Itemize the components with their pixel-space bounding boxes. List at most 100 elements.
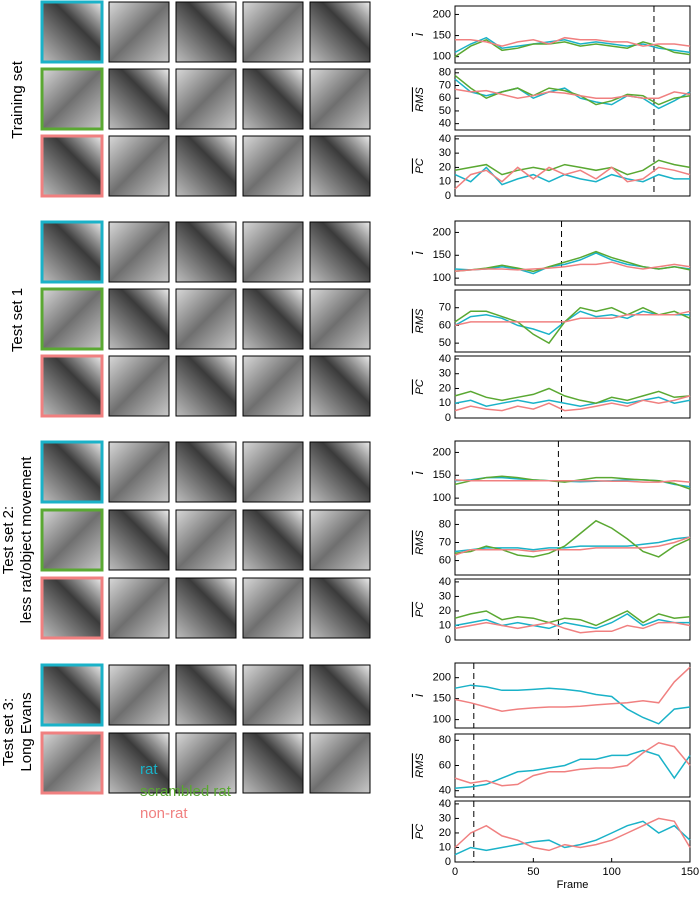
series-line [454, 166, 691, 190]
series-line [454, 159, 691, 176]
y-tick-label: 20 [439, 161, 451, 173]
thumbnail [242, 68, 304, 130]
y-axis-label: RMS [414, 308, 426, 333]
series-line [454, 306, 691, 345]
y-tick-label: 150 [433, 469, 451, 481]
plot-frame [454, 355, 691, 419]
series-line [454, 621, 691, 634]
thumbnail [242, 664, 304, 726]
y-axis-label: I [414, 694, 426, 697]
y-axis-label: I [414, 471, 426, 474]
series-line [454, 252, 691, 275]
series-line [454, 479, 691, 483]
thumbnail [175, 135, 237, 197]
thumbnail [108, 509, 170, 571]
thumbnail [309, 1, 371, 63]
y-tick-label: 200 [433, 446, 451, 458]
legend-label: rat [140, 761, 158, 778]
y-tick-label: 80 [439, 67, 451, 79]
thumbnail [175, 732, 237, 794]
thumbnail [175, 1, 237, 63]
series-line [454, 36, 691, 54]
thumbnail [40, 440, 104, 504]
thumbnail [242, 221, 304, 283]
y-tick-label: 40 [439, 353, 451, 365]
thumbnail [175, 221, 237, 283]
y-tick-label: 200 [433, 226, 451, 238]
thumbnail [108, 577, 170, 639]
thumbnail [108, 732, 170, 794]
group-label: less rat/object movement [18, 456, 35, 624]
y-tick-label: 0 [445, 856, 451, 868]
y-tick-label: 60 [439, 92, 451, 104]
thumbnail [309, 68, 371, 130]
thumbnail [175, 577, 237, 639]
y-axis-label: RMS [414, 530, 426, 555]
thumbnail [309, 441, 371, 503]
y-tick-label: 10 [439, 841, 451, 853]
y-axis-label: PC [414, 824, 426, 839]
thumbnail [242, 288, 304, 350]
y-tick-label: 100 [433, 492, 451, 504]
y-tick-label: 60 [439, 759, 451, 771]
plot-frame [454, 733, 691, 798]
thumbnail [309, 732, 371, 794]
plot-frame [454, 135, 691, 197]
thumbnail [108, 68, 170, 130]
thumbnail [309, 355, 371, 417]
y-tick-label: 80 [439, 734, 451, 746]
y-tick-label: 30 [439, 368, 451, 380]
series-line [454, 310, 691, 327]
thumbnail [242, 1, 304, 63]
series-line [454, 387, 691, 404]
thumbnail [108, 1, 170, 63]
series-line [455, 36, 691, 47]
y-tick-label: 30 [439, 147, 451, 159]
thumbnail [175, 355, 237, 417]
y-tick-label: 20 [439, 827, 451, 839]
series-line [454, 74, 691, 106]
y-tick-label: 150 [433, 249, 451, 261]
thumbnail [175, 288, 237, 350]
y-tick-label: 150 [433, 693, 451, 705]
y-tick-label: 40 [439, 576, 451, 588]
y-tick-label: 80 [439, 518, 451, 530]
thumbnail [242, 441, 304, 503]
y-tick-label: 150 [433, 29, 451, 41]
thumbnail [40, 354, 104, 418]
series-line [454, 610, 691, 627]
plot-frame [454, 5, 691, 64]
y-tick-label: 70 [439, 536, 451, 548]
x-tick-label: 0 [452, 866, 458, 878]
thumbnail [175, 441, 237, 503]
series-line [454, 741, 691, 787]
group-label: Test set 3: [0, 698, 17, 766]
y-axis-label: PC [414, 379, 426, 394]
y-tick-label: 40 [439, 785, 451, 797]
group-label: Training set [9, 60, 26, 139]
series-line [454, 684, 691, 725]
y-tick-label: 100 [433, 272, 451, 284]
y-tick-label: 10 [439, 176, 451, 188]
y-axis-label: PC [414, 602, 426, 617]
thumbnail [108, 135, 170, 197]
thumbnail [242, 355, 304, 417]
x-tick-label: 100 [602, 866, 620, 878]
y-tick-label: 0 [445, 412, 451, 424]
thumbnail [40, 663, 104, 727]
thumbnail [309, 221, 371, 283]
y-tick-label: 10 [439, 619, 451, 631]
x-tick-label: 50 [527, 866, 539, 878]
group-label: Test set 1 [9, 288, 26, 352]
thumbnail [309, 509, 371, 571]
y-tick-label: 70 [439, 302, 451, 314]
y-axis-label: PC [414, 158, 426, 173]
thumbnail [242, 135, 304, 197]
y-tick-label: 30 [439, 812, 451, 824]
y-tick-label: 40 [439, 118, 451, 130]
thumbnail [40, 134, 104, 198]
thumbnail [108, 288, 170, 350]
thumbnail [40, 508, 104, 572]
series-line [454, 310, 690, 336]
thumbnail [175, 664, 237, 726]
